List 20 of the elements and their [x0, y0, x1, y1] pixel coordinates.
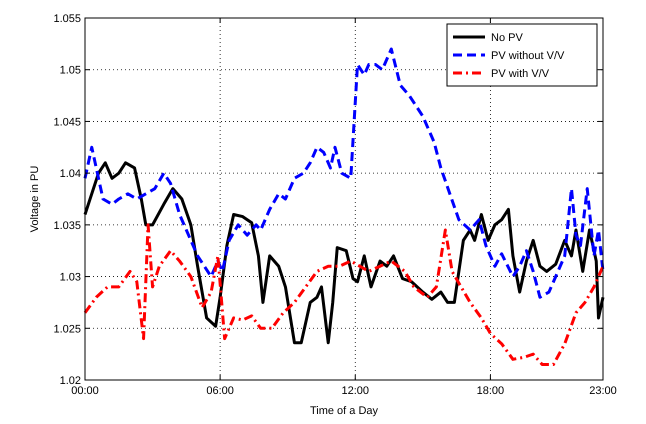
y-axis-title: Voltage in PU — [29, 166, 41, 232]
y-tick-label: 1.03 — [60, 272, 81, 284]
x-tick-label: 00:00 — [71, 385, 99, 397]
legend-label: PV with V/V — [491, 68, 550, 80]
line-series — [84, 48, 604, 299]
y-tick-label: 1.02 — [60, 375, 81, 387]
y-tick-label: 1.055 — [53, 13, 81, 25]
x-tick-label: 23:00 — [589, 385, 617, 397]
x-tick-label: 12:00 — [341, 385, 370, 397]
line-series — [84, 223, 604, 366]
x-tick-label: 18:00 — [476, 385, 504, 397]
x-tick-label: 06:00 — [206, 385, 234, 397]
y-tick-label: 1.04 — [60, 168, 81, 180]
y-tick-label: 1.05 — [60, 64, 81, 77]
y-tick-label: 1.045 — [53, 116, 81, 128]
legend-label: PV without V/V — [491, 50, 566, 62]
y-tick-label: 1.025 — [53, 323, 81, 336]
legend-label: No PV — [491, 32, 524, 44]
y-tick-label: 1.035 — [53, 220, 81, 232]
x-axis-title: Time of a Day — [310, 405, 379, 417]
